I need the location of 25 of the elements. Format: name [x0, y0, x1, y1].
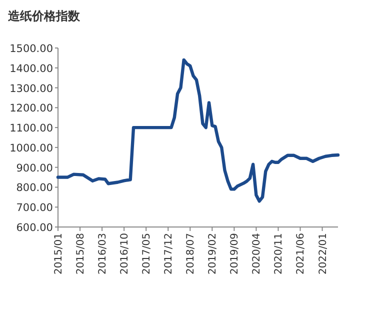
- x-tick-label: 2017/05: [142, 233, 153, 275]
- x-tick-label: 2020/04: [252, 233, 263, 275]
- y-tick-label: 700.00: [16, 202, 53, 214]
- x-tick-label: 2019/09: [230, 233, 241, 275]
- x-tick-label: 2019/02: [208, 233, 219, 275]
- y-tick-label: 1100.00: [10, 122, 53, 135]
- line-series: [56, 58, 340, 203]
- y-tick-label: 1300.00: [10, 82, 53, 95]
- x-tick-label: 2015/08: [76, 233, 87, 275]
- y-tick-label: 1200.00: [10, 102, 53, 115]
- x-tick-label: 2018/07: [186, 233, 197, 275]
- y-tick-label: 600.00: [16, 222, 53, 234]
- x-tick-label: 2017/12: [164, 233, 175, 275]
- x-tick-label: 2022/01: [318, 233, 329, 275]
- y-tick-label: 1400.00: [10, 62, 53, 75]
- x-tick-label: 2016/03: [98, 233, 109, 275]
- y-tick-label: 800.00: [16, 182, 53, 194]
- x-tick-label: 2016/10: [120, 233, 131, 275]
- y-tick-label: 900.00: [16, 162, 53, 174]
- chart-title: 造纸价格指数: [7, 9, 81, 23]
- y-tick-label: 1000.00: [10, 142, 53, 154]
- x-tick-label: 2015/01: [54, 233, 64, 275]
- y-tick-label: 1500.00: [10, 43, 53, 55]
- x-tick-label: 2021/06: [296, 233, 307, 275]
- x-tick-label: 2020/11: [274, 233, 285, 275]
